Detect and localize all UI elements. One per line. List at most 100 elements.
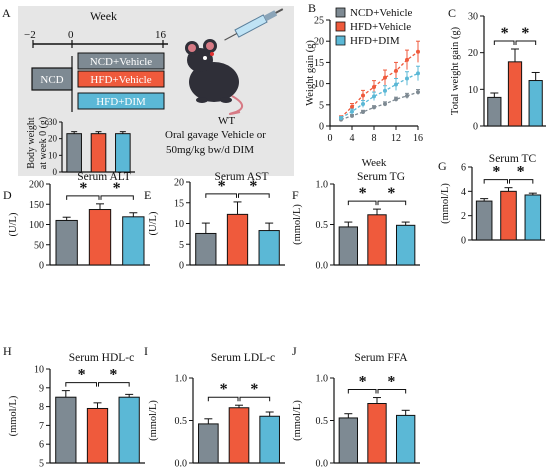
legend-swatch xyxy=(335,7,346,18)
ncd-prefeed-label: NCD xyxy=(40,74,63,86)
bar xyxy=(500,190,517,241)
y-axis-label: (mmol/L) xyxy=(292,400,303,441)
data-point xyxy=(350,104,354,109)
bar xyxy=(367,403,387,464)
bar xyxy=(338,226,359,266)
y-tick-label: 0.5 xyxy=(316,416,329,427)
group-box-hfd-vehicle xyxy=(77,70,165,88)
y-tick-label: 20 xyxy=(468,48,478,59)
y-tick-label: 100 xyxy=(29,220,44,231)
y-tick-label: 25 xyxy=(314,16,324,27)
bar xyxy=(524,194,542,241)
significance-bracket xyxy=(207,396,239,402)
y-tick-label: 1.0 xyxy=(316,374,329,385)
significance-bracket xyxy=(205,193,237,198)
inset-ylabel-line1: Body weight xyxy=(26,117,37,169)
panel-letter: J xyxy=(292,344,297,358)
data-point xyxy=(350,113,354,118)
data-point xyxy=(350,109,354,114)
y-axis-label: (U/L) xyxy=(148,211,159,235)
x-tick-label: 8 xyxy=(372,133,377,144)
significance-star: * xyxy=(109,367,117,384)
y-tick-label: 5 xyxy=(179,240,184,251)
data-point xyxy=(416,90,420,95)
bar xyxy=(55,396,77,464)
y-axis-label: (U/L) xyxy=(8,212,19,236)
data-point xyxy=(361,93,365,98)
y-tick-label: 0.0 xyxy=(175,459,188,468)
y-tick-label: 0 xyxy=(473,122,478,133)
y-tick-label: 0.0 xyxy=(316,459,329,468)
bar xyxy=(338,417,359,464)
data-point xyxy=(339,115,343,120)
data-point xyxy=(405,93,409,98)
y-tick-label: 1.0 xyxy=(175,374,188,385)
data-point xyxy=(394,97,398,102)
panel-a: A Week −2 0 16 NCD NCD+Vehicle HFD+Vehic… xyxy=(2,6,294,177)
y-tick-label: 5 xyxy=(319,100,324,111)
panel-title: Serum TC xyxy=(489,153,537,165)
bar xyxy=(258,230,280,266)
significance-bracket xyxy=(493,40,515,45)
y-tick-label: 4 xyxy=(461,187,466,198)
y-tick-label: 9 xyxy=(39,383,44,394)
y-axis-label: (mmol/L) xyxy=(292,204,303,245)
panel-letter: H xyxy=(3,344,12,358)
group-label-ncd-vehicle: NCD+Vehicle xyxy=(90,56,153,68)
y-tick-label: 6 xyxy=(39,440,44,451)
y-tick-label: 10 xyxy=(174,219,184,230)
bar xyxy=(86,407,109,464)
x-tick-label: 0 xyxy=(328,133,333,144)
x-tick-label: 16 xyxy=(413,133,423,144)
bar xyxy=(55,219,78,266)
significance-bracket xyxy=(66,195,100,200)
inset-bar xyxy=(90,133,107,173)
panel-letter-a: A xyxy=(2,6,11,20)
significance-bracket xyxy=(377,389,407,394)
y-tick-label: 15 xyxy=(314,58,324,69)
y-tick-label: 50 xyxy=(34,240,44,251)
panel-title: Serum HDL-c xyxy=(69,352,134,364)
inset-bar xyxy=(66,133,82,173)
y-tick-label: 2 xyxy=(461,211,466,222)
timeline-label-zero: 0 xyxy=(68,29,74,41)
panel-title: Serum LDL-c xyxy=(211,352,275,364)
legend-swatch xyxy=(335,21,346,32)
series-line xyxy=(340,51,419,118)
y-axis-label: Total weight gain (g) xyxy=(450,26,461,115)
y-tick-label: 8 xyxy=(39,402,44,413)
y-axis-label: Weight gain (g) xyxy=(305,40,316,106)
inset-y-tick-label: 30 xyxy=(48,117,58,127)
significance-star: * xyxy=(387,374,395,391)
data-point xyxy=(372,105,376,110)
timeline-label-start: −2 xyxy=(24,29,36,41)
significance-star: * xyxy=(78,367,86,384)
y-tick-label: 20 xyxy=(174,178,184,189)
significance-bracket xyxy=(98,382,130,387)
data-point xyxy=(383,75,387,80)
inset-y-tick-label: 20 xyxy=(48,134,58,144)
significance-bracket xyxy=(65,382,97,387)
bar xyxy=(395,414,416,464)
y-tick-label: 7 xyxy=(39,421,44,432)
y-tick-label: 10 xyxy=(468,85,478,96)
significance-bracket xyxy=(509,179,534,184)
treatment-line-2: 50mg/kg bw/d DIM xyxy=(166,144,254,156)
bar xyxy=(122,216,145,266)
panel-letter: G xyxy=(438,159,447,173)
significance-bracket xyxy=(483,179,508,184)
syringe-illustration xyxy=(224,8,284,41)
panel-letter: I xyxy=(144,344,148,358)
significance-bracket xyxy=(238,193,270,198)
bar xyxy=(195,232,217,266)
x-tick-label: 4 xyxy=(350,133,355,144)
significance-star: * xyxy=(492,164,500,181)
data-point xyxy=(416,49,420,54)
data-point xyxy=(405,76,409,81)
significance-star: * xyxy=(250,381,258,398)
y-tick-label: 1.0 xyxy=(316,180,329,191)
x-axis-label: Week xyxy=(362,157,387,169)
panel-a-background xyxy=(18,6,294,176)
y-tick-label: 0.5 xyxy=(175,416,188,427)
panel-letter: D xyxy=(3,188,12,202)
